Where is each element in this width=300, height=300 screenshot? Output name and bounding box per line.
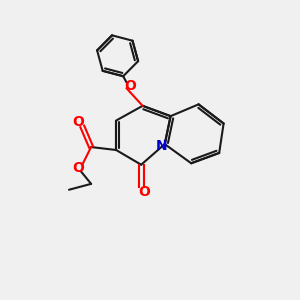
Text: N: N	[155, 140, 167, 154]
Text: O: O	[72, 161, 84, 175]
Text: O: O	[138, 185, 150, 199]
Text: O: O	[72, 115, 84, 129]
Text: O: O	[124, 79, 136, 93]
